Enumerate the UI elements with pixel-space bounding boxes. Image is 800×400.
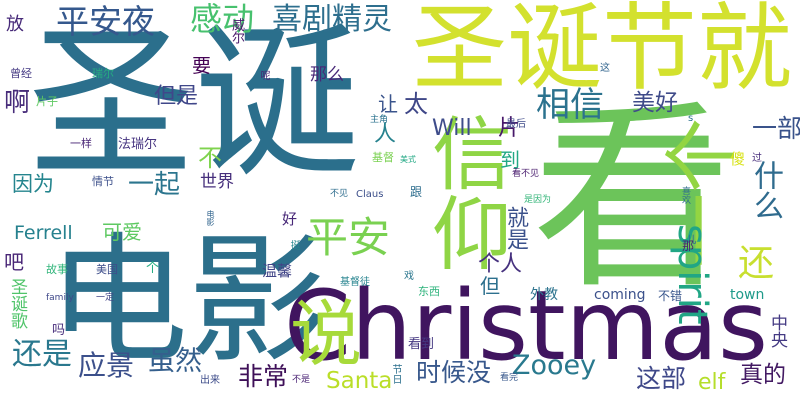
word-yiqi: 一起 [128, 170, 181, 200]
word-geren: 个人 [478, 252, 523, 277]
word-ting: 挺 [288, 240, 299, 250]
word-suiran: 虽然 [148, 346, 202, 377]
word-kandao: 看到 [408, 337, 435, 352]
word-kan: 看 [532, 83, 733, 316]
word-jidu: 基督 [372, 151, 394, 164]
word-yibu: 一部 [752, 114, 800, 143]
word-feichang: 非常 [238, 362, 289, 391]
word-sha: 傻 [730, 150, 746, 168]
word-faruier: 法瑞尔 [118, 137, 158, 152]
word-xihuan: 喜欢 [680, 186, 690, 204]
word-qingjie: 情节 [92, 175, 114, 188]
word-zuihou: 最后 [506, 119, 526, 130]
word-dao: 到 [500, 148, 520, 172]
word-dianying-small: 电影 [206, 210, 215, 226]
word-kanwan: 看完 [500, 373, 519, 383]
word-ruier: 瑞尔 [92, 67, 114, 80]
word-ge: 个 [146, 261, 160, 276]
word-pingan: 平安 [306, 213, 391, 262]
word-jidutu: 基督徒 [340, 277, 370, 288]
word-wenxin: 温馨 [262, 262, 293, 280]
word-yiyang: 一样 [70, 137, 92, 150]
word-bujian: 不见 [330, 189, 349, 199]
word-pinganye: 平安夜 [56, 2, 155, 41]
word-meishi: 美式 [400, 155, 416, 164]
word-rang: 让 [378, 92, 398, 116]
word-keai: 可爱 [102, 220, 142, 244]
word-s: s [688, 113, 694, 124]
word-jieri: 节日 [390, 364, 401, 384]
word-zhe: 这 [600, 63, 610, 74]
word-xijujingling: 喜剧精灵 [272, 2, 392, 37]
word-danshi: 但是 [154, 84, 199, 109]
word-ne: 呢 [258, 70, 269, 80]
word-elf: elf [698, 370, 726, 395]
word-a: 啊 [4, 88, 31, 118]
word-kanbujian: 看不见 [512, 169, 540, 179]
word-shihoumei: 时候没 [416, 358, 492, 387]
word-gushi: 故事 [46, 263, 68, 276]
word-yiding: 一定 [96, 293, 115, 303]
word-na: 那 [682, 239, 695, 253]
word-xi: 戏 [404, 271, 414, 282]
word-shiyinwei: 是因为 [524, 195, 552, 205]
word-pianzi: 片子 [36, 95, 58, 108]
word-dianying: 电影 [48, 220, 329, 383]
word-bushi: 不是 [292, 375, 311, 385]
word-gandong: 感动 [190, 0, 255, 38]
word-christmas: Christmas [284, 270, 769, 382]
word-tai: 太 [404, 90, 428, 118]
word-zhongyang: 中央 [767, 314, 787, 348]
word-ba: 吧 [4, 250, 24, 274]
word-hai: 还 [738, 243, 775, 284]
word-fang: 放 [6, 14, 24, 35]
word-shijie: 世界 [200, 172, 234, 192]
word-zhebu: 这部 [636, 364, 687, 393]
word-shengdan: 圣诞 [28, 8, 360, 201]
word-zhende: 真的 [740, 362, 786, 388]
word-family: family [46, 293, 74, 303]
word-waijiao: 外教 [530, 287, 558, 303]
word-zooey: Zooey [512, 350, 597, 381]
word-ma: 吗 [52, 323, 66, 338]
word-shengdange: 圣诞歌 [7, 278, 27, 329]
word-xinyang: 信仰 [419, 112, 512, 272]
word-pian: 片 [498, 116, 521, 141]
word-claus: Claus [356, 189, 384, 200]
word-yingjing: 应景 [78, 349, 135, 382]
word-shuo: 说 [290, 292, 363, 376]
word-shengdanjiejiu: 圣诞节就 [412, 0, 793, 104]
word-dongxi: 东西 [418, 285, 440, 298]
word-hao: 好 [282, 210, 298, 228]
word-meiguo: 美国 [96, 263, 118, 276]
word-dan: 但 [480, 274, 500, 298]
word-shenme: 什么 [748, 160, 783, 220]
word-yao: 要 [192, 55, 212, 77]
word-santa: Santa [326, 368, 393, 394]
word-bucuo: 不错 [658, 289, 683, 303]
word-yinwei: 因为 [12, 172, 54, 196]
word-name: 那么 [310, 65, 344, 85]
word-chulai: 出来 [200, 375, 220, 386]
word-ferrell: Ferrell [14, 222, 73, 244]
word-gen: 跟 [410, 185, 423, 199]
word-xiangxin: 相信 [536, 85, 604, 125]
word-jiushi: 就是 [503, 206, 528, 250]
word-meihao: 美好 [632, 90, 678, 116]
word-er: 儿 [684, 234, 695, 244]
word-cengjing: 曾经 [10, 67, 32, 80]
word-haishi: 还是 [12, 337, 72, 372]
word-ren: 人 [374, 122, 397, 147]
word-bu: 不 [198, 144, 222, 172]
word-guo: 过 [752, 153, 762, 164]
word-zhujiao: 主角 [370, 115, 389, 125]
word-coming: coming [594, 287, 646, 303]
word-town: town [730, 287, 765, 303]
word-will: Will [432, 116, 472, 141]
word-weier: 威尔 [229, 18, 244, 44]
